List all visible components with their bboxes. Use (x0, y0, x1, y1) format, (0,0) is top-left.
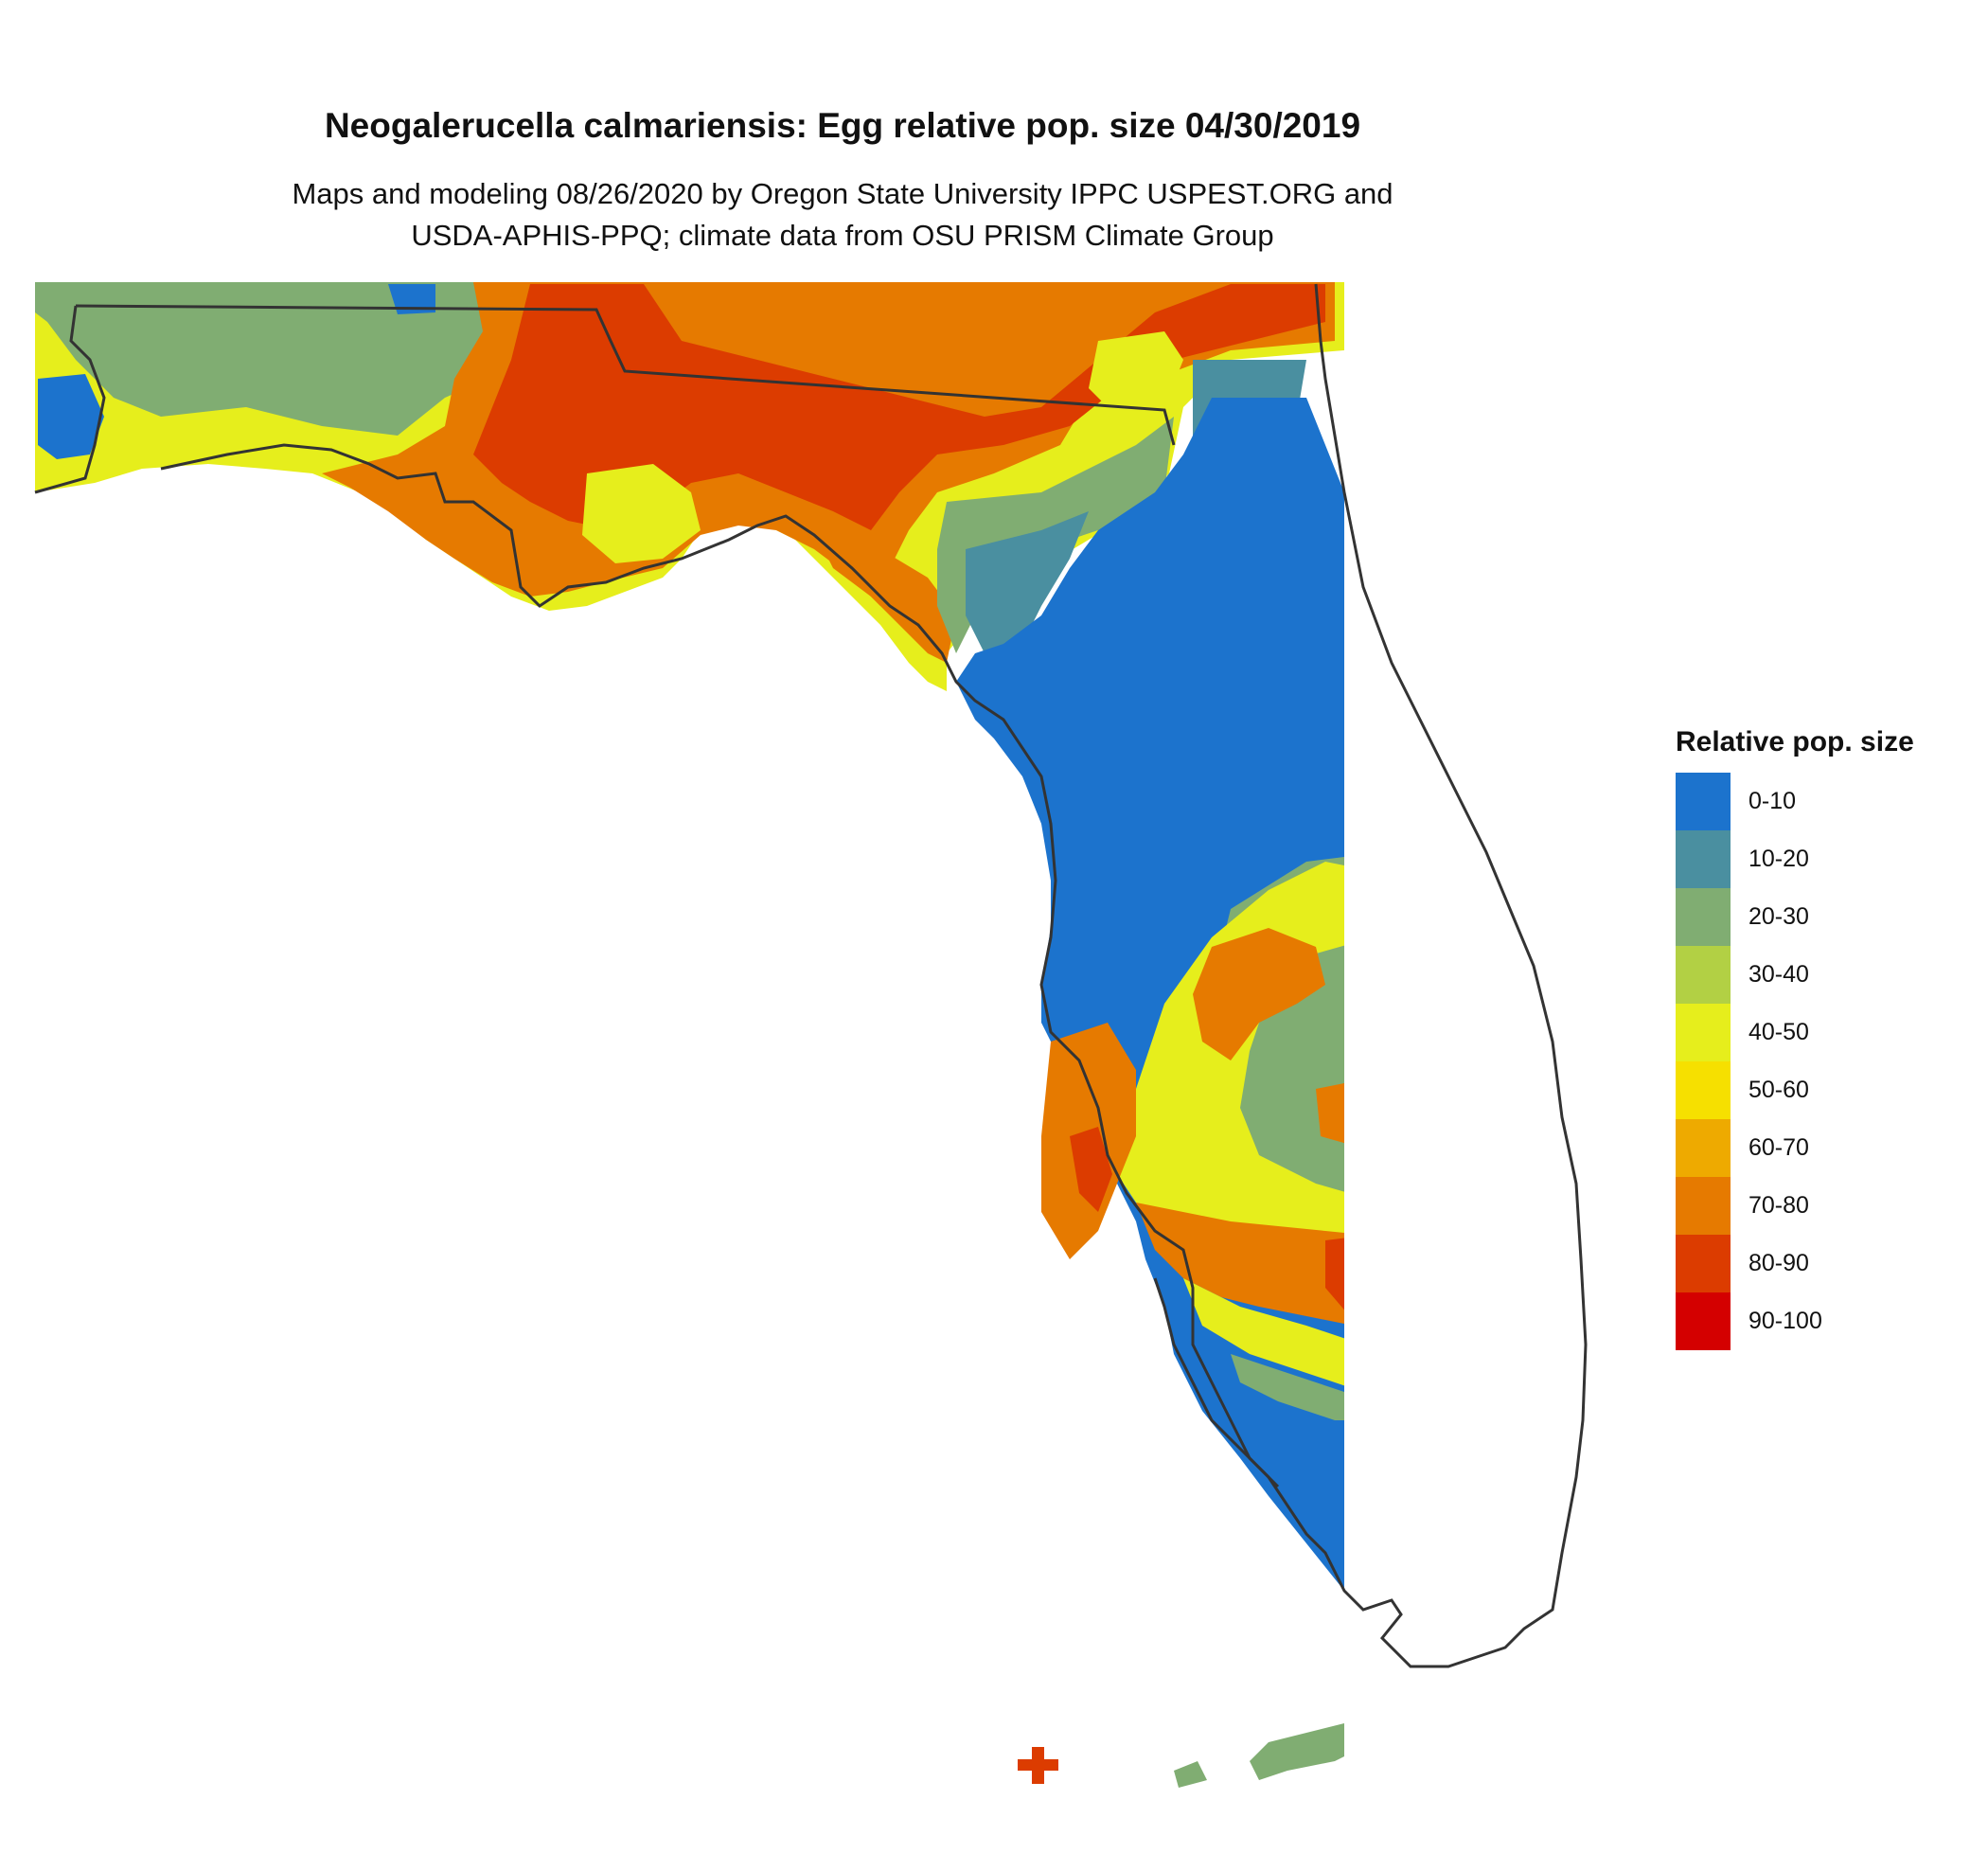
legend-label: 40-50 (1748, 1019, 1809, 1045)
legend-swatch (1676, 1235, 1731, 1292)
legend-label: 0-10 (1748, 788, 1797, 814)
panhandle-yellow-island-2 (1089, 331, 1183, 417)
legend-swatch (1676, 1177, 1731, 1235)
legend-swatch (1676, 1119, 1731, 1177)
legend-swatch (1676, 1292, 1731, 1350)
map-subtitle-line-2: USDA-APHIS-PPQ; climate data from OSU PR… (411, 219, 1274, 252)
legend-label: 30-40 (1748, 961, 1809, 988)
legend-title: Relative pop. size (1676, 726, 1914, 757)
legend-swatch (1676, 773, 1731, 830)
legend-label: 90-100 (1748, 1308, 1822, 1334)
legend-swatch (1676, 946, 1731, 1004)
western-green-zone (35, 282, 530, 436)
big-bend-teal (966, 511, 1089, 653)
legend-label: 60-70 (1748, 1134, 1809, 1161)
keys-green-2 (1174, 1761, 1207, 1788)
panhandle-red-zone (473, 284, 1325, 530)
keys-blue (1382, 1723, 1420, 1756)
western-blue-patch (38, 374, 104, 459)
legend-label: 10-20 (1748, 846, 1809, 872)
map-subtitle-line-1: Maps and modeling 08/26/2020 by Oregon S… (292, 177, 1393, 210)
legend-swatch (1676, 1061, 1731, 1119)
state-boundary-north (75, 304, 1176, 446)
legend-swatch (1676, 830, 1731, 888)
south-yellow-rim (1183, 1278, 1344, 1386)
south-green-rim (1231, 1354, 1344, 1420)
keys-green (1250, 1723, 1344, 1780)
map-title: Neogalerucella calmariensis: Egg relativ… (324, 106, 1361, 145)
legend-label: 20-30 (1748, 903, 1809, 930)
gulf-coast-line (160, 443, 1280, 1488)
legend-label: 80-90 (1748, 1250, 1809, 1276)
south-orange-band (1136, 1203, 1344, 1324)
keys-orange-cross (1018, 1747, 1058, 1784)
panhandle-yellow-island (582, 464, 701, 563)
central-orange-patch-2 (1316, 1083, 1344, 1144)
east-coast-red (1477, 909, 1553, 1193)
state-boundary-east (1153, 283, 1588, 1668)
west-coast-red (1070, 1127, 1112, 1212)
south-red-core (1325, 1238, 1344, 1310)
state-boundary-west (34, 305, 106, 494)
legend-swatch (1676, 1004, 1731, 1061)
legend-swatch (1676, 888, 1731, 946)
legend-label: 70-80 (1748, 1192, 1809, 1219)
legend-label: 50-60 (1748, 1077, 1809, 1103)
central-orange-patches (1193, 928, 1325, 1060)
